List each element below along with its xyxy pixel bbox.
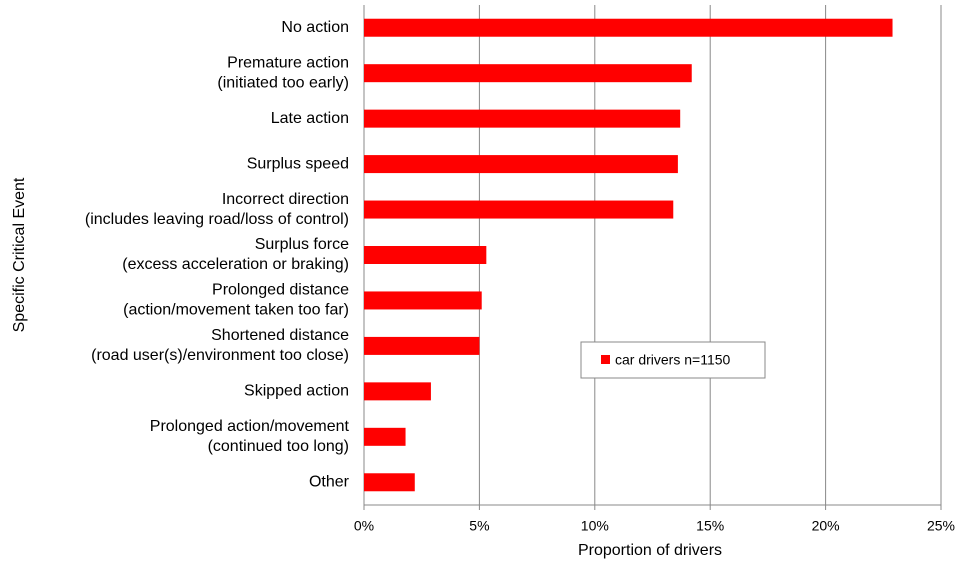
bar xyxy=(364,291,482,310)
y-tick-label: Surplus force xyxy=(255,236,349,253)
x-tick-label: 10% xyxy=(581,518,609,534)
y-axis-label: Specific Critical Event xyxy=(11,177,28,332)
bar xyxy=(364,427,406,446)
y-tick-label: (action/movement taken too far) xyxy=(123,302,349,319)
y-tick-label: Other xyxy=(309,473,350,490)
bar xyxy=(364,246,487,264)
legend-box xyxy=(580,341,766,379)
y-tick-label: (continued too long) xyxy=(208,438,349,455)
bar xyxy=(364,382,431,401)
y-tick-label: (road user(s)/environment too close) xyxy=(91,347,349,364)
x-tick-label: 15% xyxy=(696,518,724,534)
x-axis-label: Proportion of drivers xyxy=(578,542,722,559)
bar xyxy=(364,473,415,492)
bar xyxy=(364,64,692,83)
x-tick-label: 25% xyxy=(927,518,955,534)
x-tick-label: 20% xyxy=(812,518,840,534)
bar xyxy=(364,336,480,355)
y-tick-label: No action xyxy=(281,19,349,36)
bar xyxy=(364,155,678,174)
y-tick-label: Premature action xyxy=(227,54,349,71)
y-tick-label: Shortened distance xyxy=(211,327,349,344)
legend-swatch xyxy=(601,355,610,364)
x-tick-label: 0% xyxy=(354,518,374,534)
y-tick-label: (initiated too early) xyxy=(217,74,349,91)
x-tick-label: 5% xyxy=(469,518,489,534)
y-tick-label: Late action xyxy=(271,110,349,127)
y-tick-label: Skipped action xyxy=(244,383,349,400)
y-tick-label: Surplus speed xyxy=(247,155,349,172)
legend-label: car drivers n=1150 xyxy=(615,352,731,368)
y-tick-label: Prolonged distance xyxy=(212,282,349,299)
y-tick-label: (includes leaving road/loss of control) xyxy=(85,211,349,228)
y-tick-label: (excess acceleration or braking) xyxy=(122,256,349,273)
bar xyxy=(364,109,681,128)
bar xyxy=(364,200,674,219)
y-tick-label: Incorrect direction xyxy=(222,191,349,208)
bar xyxy=(364,18,893,37)
y-tick-label: Prolonged action/movement xyxy=(150,418,350,435)
